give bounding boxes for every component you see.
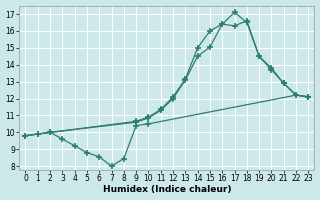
X-axis label: Humidex (Indice chaleur): Humidex (Indice chaleur) xyxy=(103,185,231,194)
